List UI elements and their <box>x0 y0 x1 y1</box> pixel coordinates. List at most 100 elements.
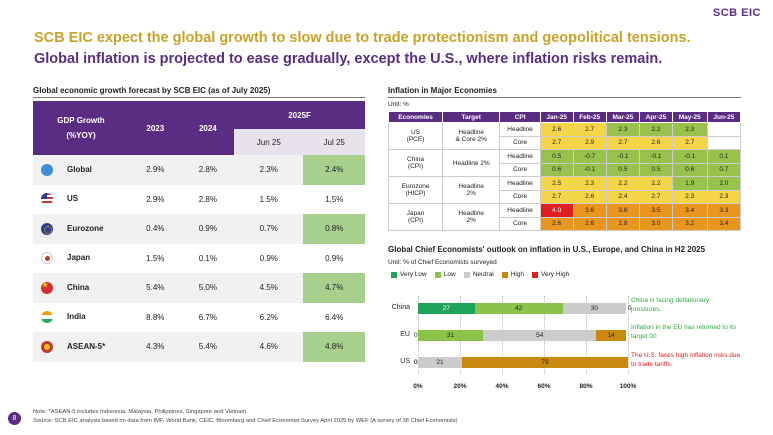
gdp-header-forecast: 2025F <box>234 101 365 129</box>
outlook-annotation: The U.S. faces high inflation risks due … <box>631 352 741 368</box>
gdp-title-rule <box>33 97 365 98</box>
stacked-bar: 21 79 <box>418 357 628 368</box>
gdp-cell-jun25: 6.2% <box>259 312 278 322</box>
inflation-value-cell: 0.5 <box>639 162 673 177</box>
gdp-cell-2024: 2.8% <box>198 194 217 204</box>
inflation-value-cell: 2.9 <box>572 135 607 150</box>
inflation-cpi-type: Core <box>499 162 541 177</box>
gdp-table-row: Global 2.9% 2.8% 2.3% 2.4% <box>33 155 365 185</box>
inflation-value-cell: 2.7 <box>539 135 574 150</box>
bar-category-label: US <box>400 358 410 365</box>
inflation-value-cell: 3.6 <box>605 203 641 218</box>
inflation-table-row: Japan (CPI) Headline 2% Headline 4.0 3.6 3.6 3.5… <box>387 203 742 231</box>
gdp-country-name: Eurozone <box>67 223 104 233</box>
bar-segment: 31 <box>418 330 484 341</box>
eu-flag-icon <box>41 222 53 235</box>
inflation-economy-measure: (CPI) <box>407 163 424 170</box>
x-tick-label: 20% <box>453 383 467 390</box>
inflation-header-cell: Mar-25 <box>605 111 641 123</box>
inflation-value-cell: 3.4 <box>706 216 742 231</box>
gdp-cell-jul25: 2.4% <box>303 155 365 185</box>
gdp-cell-jul25: 0.9% <box>303 243 365 273</box>
gdp-table-row: Japan 1.5% 0.1% 0.9% 0.9% <box>33 243 365 274</box>
inflation-value-cell: 2.4 <box>605 189 641 204</box>
inflation-target-line: 2% <box>466 190 476 197</box>
gdp-forecast-table: GDP Growth (%YOY) 2023 2024 2025F Jun 25… <box>33 101 365 362</box>
inflation-value-cell: -0.1 <box>572 162 607 177</box>
inflation-value-cell: 0.6 <box>671 162 708 177</box>
gdp-header-2023: 2023 <box>129 101 182 155</box>
inflation-value-cell: -0.7 <box>572 149 607 164</box>
inflation-economy-measure: (PCE) <box>406 136 425 143</box>
gdp-table-title: Global economic growth forecast by SCB E… <box>33 86 271 95</box>
zero-value-label: 0 <box>414 359 418 366</box>
gdp-country-cell: US <box>33 185 129 215</box>
inflation-target-cell: Headline 2% <box>442 149 501 177</box>
x-tick-label: 0% <box>413 383 423 390</box>
outlook-unit: Unit: % of Chief Economists surveyed <box>388 259 497 266</box>
gdp-table-row: Eurozone 0.4% 0.9% 0.7% 0.8% <box>33 214 365 244</box>
inflation-value-cell: 2.7 <box>572 122 607 137</box>
gdp-cell-2024: 2.8% <box>181 155 235 185</box>
gdp-cell-jul25: 4.7% <box>303 273 365 303</box>
inflation-value-cell: 2.2 <box>639 122 673 137</box>
x-tick-label: 60% <box>537 383 551 390</box>
legend-label: High <box>510 271 525 278</box>
japan-flag-icon <box>41 252 53 265</box>
gdp-country-name: US <box>67 194 79 204</box>
asean-flag-icon <box>41 340 53 353</box>
inflation-value-cell: 0.5 <box>539 149 574 164</box>
gdp-cell-2023: 0.4% <box>129 214 182 244</box>
gdp-country-name: India <box>67 312 86 322</box>
page-number: 8 <box>8 412 21 425</box>
inflation-value-cell: 2.3 <box>671 122 708 137</box>
footnote-note: Note: *ASEAN-5 includes Indonesia, Malay… <box>33 409 248 415</box>
gdp-cell-jun25: 1.5% <box>259 194 278 204</box>
inflation-header-cell: Economies <box>387 111 444 123</box>
china-flag-icon <box>41 281 53 294</box>
inflation-value-cell: 0.1 <box>706 149 742 164</box>
gdp-header-2024: 2024 <box>181 101 235 155</box>
gdp-cell-2023: 5.4% <box>129 273 182 303</box>
inflation-value-cell: 3.4 <box>671 203 708 218</box>
inflation-value-cell: 4.0 <box>539 203 574 218</box>
inflation-header-cell: Target <box>442 111 501 123</box>
legend-item: Low <box>434 271 456 278</box>
legend-item: Very High <box>532 271 569 278</box>
inflation-value-cell: 2.8 <box>605 216 641 231</box>
legend-item: Neutral <box>463 271 494 278</box>
inflation-table-row: China (CPI) Headline 2% Headline 0.5 -0.7 -0.1… <box>387 149 742 177</box>
inflation-economy-cell: Japan (CPI) <box>387 203 444 231</box>
inflation-value-cell: 3.3 <box>706 203 742 218</box>
inflation-table-row: Eurozone (HICP) Headline 2% Headline 2.5 2.3 2.… <box>387 176 742 204</box>
headline-primary: SCB EIC expect the global growth to slow… <box>34 30 691 46</box>
legend-item: High <box>501 271 525 278</box>
gdp-cell-jun25: 4.5% <box>234 273 304 303</box>
inflation-cpi-type: Headline <box>499 203 541 218</box>
x-tick-label: 100% <box>619 383 637 390</box>
gdp-header-jul: Jul 25 <box>303 129 365 155</box>
outlook-annotation: Inflation in the EU has returned to its … <box>631 324 737 340</box>
inflation-value-cell: 0.5 <box>605 162 641 177</box>
gdp-header-jun: Jun 25 <box>234 129 304 155</box>
inflation-value-cell <box>706 135 742 150</box>
inflation-value-cell: 2.3 <box>671 189 708 204</box>
inflation-value-cell: 2.6 <box>539 122 574 137</box>
inflation-title-rule <box>388 97 741 98</box>
gdp-cell-2023: 8.8% <box>146 312 165 322</box>
gdp-cell-jul25: 0.8% <box>303 214 365 244</box>
legend-label: Very High <box>541 271 570 278</box>
gdp-cell-jul25: 4.8% <box>303 332 365 362</box>
legend-label: Very Low <box>400 271 427 278</box>
inflation-table-title: Inflation in Major Economies <box>388 86 497 95</box>
inflation-economy-name: China <box>407 156 425 163</box>
bar-category-label: EU <box>400 331 410 338</box>
gdp-country-cell: Japan <box>33 244 129 274</box>
gdp-cell-jun25: 2.3% <box>234 155 304 185</box>
inflation-unit: Unit: % <box>388 101 409 108</box>
gdp-cell-jul25: 6.4% <box>303 302 365 332</box>
legend-label: Low <box>443 271 456 278</box>
footnote-source: Source: SCB EIC analysis based on data f… <box>33 418 458 424</box>
inflation-target-line: & Core 2% <box>455 136 487 143</box>
inflation-economy-name: Eurozone <box>401 183 430 190</box>
